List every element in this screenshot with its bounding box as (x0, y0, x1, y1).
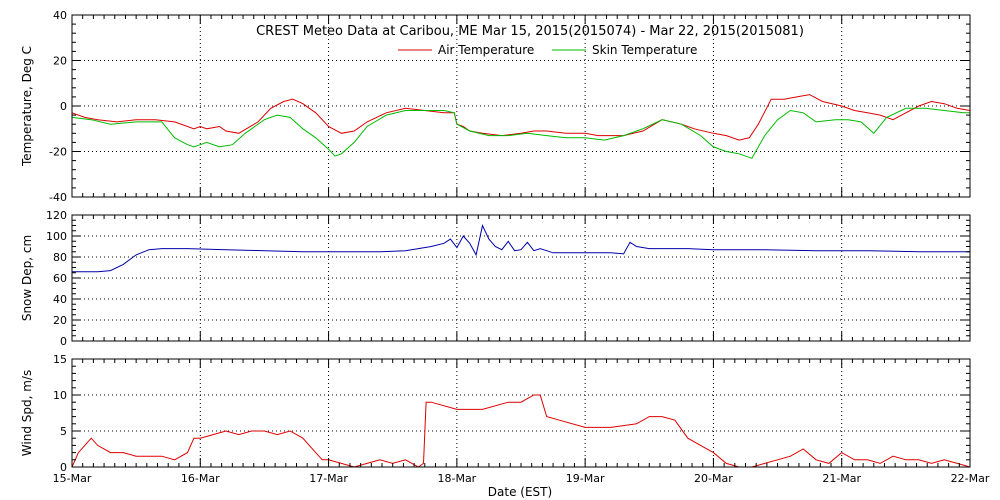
y-tick-label: 5 (60, 425, 67, 438)
y-axis-title: Snow Dep, cm (20, 235, 34, 321)
temperature-panel: 40 20 0 -20 -40 Temperature, Deg C (20, 9, 971, 204)
series-line-temperature-panel-1 (71, 107, 970, 159)
y-tick-label: 20 (53, 314, 67, 327)
y-tick-label: 100 (46, 230, 67, 243)
chart-title-group: CREST Meteo Data at Caribou, ME Mar 15, … (256, 24, 804, 39)
y-tick-label: 80 (53, 251, 67, 264)
y-tick-label: -20 (49, 146, 67, 159)
x-tick-label: 17-Mar (309, 472, 348, 485)
x-tick-label: 15-Mar (53, 472, 92, 485)
x-tick-label: 22-Mar (951, 472, 990, 485)
x-tick-label: 19-Mar (566, 472, 605, 485)
y-tick-label: 0 (60, 461, 67, 474)
legend: Air Temperature Skin Temperature (398, 43, 697, 57)
legend-label-skin: Skin Temperature (592, 43, 697, 57)
y-axis-title: Wind Spd, m/s (20, 370, 34, 456)
series-line-temperature-panel-0 (71, 94, 971, 141)
series-line-wind-speed-panel-0 (71, 394, 971, 468)
x-tick-label: 16-Mar (181, 472, 220, 485)
chart-title: CREST Meteo Data at Caribou, ME Mar 15, … (256, 24, 804, 39)
wind-speed-panel: 15 10 5 015-Mar 16-Mar 17-Mar 18-Mar 19-Mar 20-M… (20, 353, 990, 485)
y-tick-label: -40 (49, 191, 67, 204)
y-tick-label: 15 (53, 353, 67, 366)
x-axis-title: Date (EST) (488, 485, 552, 499)
y-tick-label: 120 (46, 209, 67, 222)
x-tick-label: 18-Mar (437, 472, 476, 485)
legend-label-air: Air Temperature (438, 43, 534, 57)
y-axis-title: Temperature, Deg C (20, 46, 34, 167)
y-tick-label: 60 (53, 272, 67, 285)
y-tick-label: 10 (53, 389, 67, 402)
x-tick-label: 20-Mar (694, 472, 733, 485)
y-tick-label: 20 (53, 55, 67, 68)
x-tick-label: 21-Mar (822, 472, 861, 485)
snow-depth-panel: 120 100 80 60 40 20 0 Snow Dep, cm (20, 209, 971, 348)
y-tick-label: 40 (53, 9, 67, 22)
y-tick-label: 0 (60, 335, 67, 348)
plot-frame (71, 358, 971, 468)
y-tick-label: 40 (53, 293, 67, 306)
y-tick-label: 0 (60, 100, 67, 113)
series-line-snow-depth-panel-0 (72, 223, 970, 273)
